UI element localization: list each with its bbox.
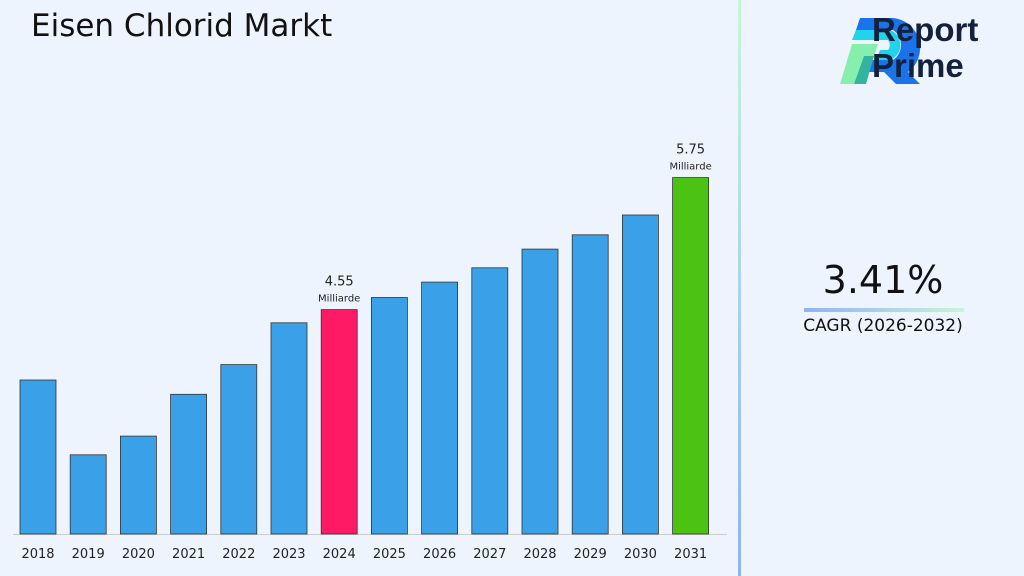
x-tick-label: 2023 [272,547,305,562]
bar-2020 [120,435,157,535]
bar-2024 [320,309,358,535]
data-label-value: 4.55 [325,275,354,290]
bar-2018 [19,379,57,535]
bar-2023 [270,322,308,535]
bar-2031 [672,177,709,535]
x-tick-label: 2027 [473,547,506,562]
bar-2021 [170,393,208,535]
bar-2022 [220,364,258,535]
data-label-unit: Milliarde [318,294,360,305]
data-label-unit: Milliarde [669,162,711,173]
x-tick-label: 2020 [122,547,155,562]
logo-text: Report Prime [872,12,978,84]
x-tick-label: 2021 [172,547,205,562]
x-tick-label: 2019 [72,547,105,562]
bar-2019 [69,454,107,535]
logo-line-1: Report [872,11,979,48]
report-prime-logo-icon [840,18,921,84]
x-tick-label: 2024 [323,547,356,562]
bar-2029 [571,234,609,535]
page-title: Eisen Chlorid Markt [31,8,333,44]
bar-2026 [421,281,459,535]
logo-line-2: Prime [872,47,964,84]
x-tick-label: 2025 [373,547,406,562]
x-tick-label: 2026 [423,547,456,562]
x-tick-label: 2018 [21,547,54,562]
bar-2025 [370,297,408,535]
x-tick-label: 2031 [674,547,707,562]
x-tick-label: 2028 [523,547,556,562]
x-tick-label: 2029 [574,547,607,562]
bar-chart: 2018 2019 2020 2021 2022 2023 2024 4.55 Milliard… [13,143,727,562]
x-tick-label: 2022 [222,547,255,562]
x-tick-label: 2030 [624,547,657,562]
bar-2027 [471,267,509,535]
cagr-underline [804,308,964,312]
bar-2030 [622,214,659,535]
bar-2028 [521,248,559,535]
cagr-value: 3.41% [822,258,944,302]
data-label-value: 5.75 [676,143,705,158]
cagr-label: CAGR (2026-2032) [803,316,963,336]
divider [738,0,741,576]
